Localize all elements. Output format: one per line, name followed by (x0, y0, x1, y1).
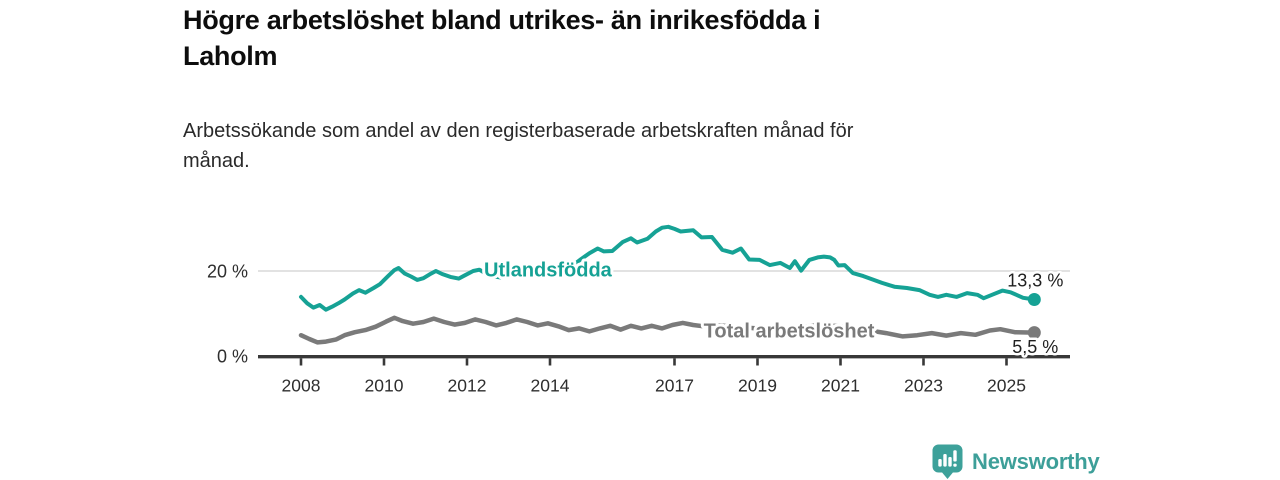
end-dot-total-arbetsl-shet (1027, 326, 1041, 340)
x-axis-label-2025: 2025 (987, 376, 1026, 396)
end-value-label-total-arbetsloshet: 5,5 % (1012, 337, 1058, 357)
x-axis-label-2017: 2017 (655, 376, 694, 396)
x-axis-label-2019: 2019 (738, 376, 777, 396)
x-axis-label-2012: 2012 (448, 376, 487, 396)
x-axis-label-2010: 2010 (365, 376, 404, 396)
bar-chart-exclamation-bubble-icon (932, 444, 963, 479)
x-axis-label-2023: 2023 (904, 376, 943, 396)
logo-exclamation-bar (953, 450, 957, 462)
title-line-2: Laholm (183, 41, 278, 71)
series-line-total-arbetsl-shet (298, 315, 1037, 345)
x-axis-label-2008: 2008 (282, 376, 321, 396)
page-title: Högre arbetslöshet bland utrikes- än inr… (183, 2, 1063, 74)
logo-exclamation-dot (953, 463, 957, 467)
subtitle-line-1: Arbetssökande som andel av den registerb… (183, 120, 854, 142)
logo-bar-short (938, 459, 942, 467)
logo-bar-tall (943, 454, 947, 467)
chart-subtitle: Arbetssökande som andel av den registerb… (183, 116, 1063, 176)
x-axis-label-2021: 2021 (821, 376, 860, 396)
y-axis-label-0: 0 % (217, 347, 248, 367)
newsworthy-brand: Newsworthy (932, 444, 1100, 479)
chart-plot-area: 20 % 0 % 2008 2010 2012 2014 2017 2019 2021 2023 2… (207, 224, 1070, 396)
end-value-label-utlandsfodda: 13,3 % (1007, 270, 1063, 290)
title-line-1: Högre arbetslöshet bland utrikes- än inr… (183, 5, 821, 35)
end-dot-utlandsf-dda (1027, 292, 1041, 306)
subtitle-line-2: månad. (183, 150, 250, 172)
series-label-total-arbetsloshet: Total arbetslöshet (704, 321, 875, 343)
logo-bubble-shape (932, 444, 963, 479)
y-axis-label-20: 20 % (207, 262, 248, 282)
series-line-utlandsf-dda (299, 224, 1037, 312)
newsworthy-wordmark: Newsworthy (972, 448, 1100, 474)
x-axis-label-2014: 2014 (531, 376, 570, 396)
series-label-utlandsfodda: Utlandsfödda (484, 259, 613, 281)
logo-bar-medium (948, 457, 952, 467)
